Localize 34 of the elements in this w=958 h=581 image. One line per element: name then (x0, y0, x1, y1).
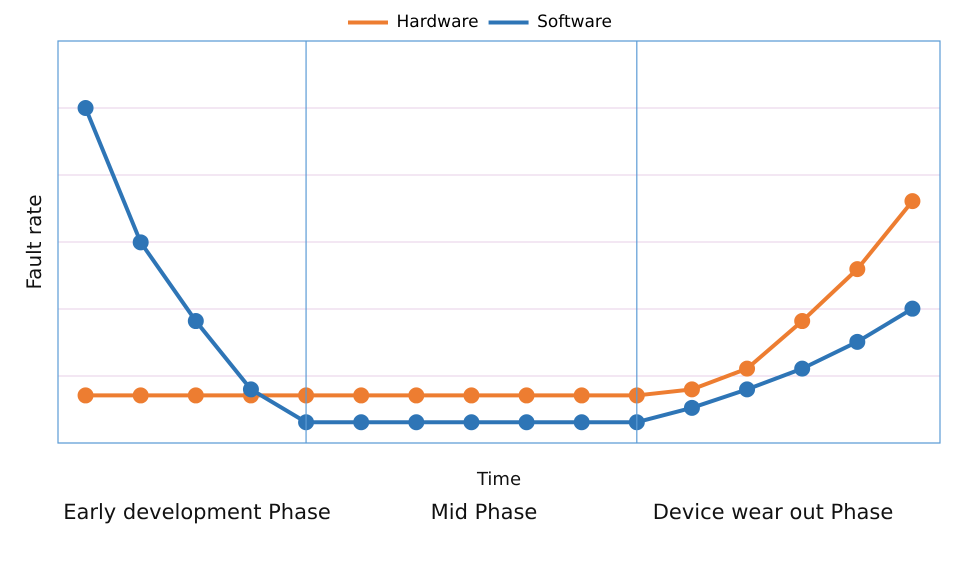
point (574, 387, 590, 404)
point (188, 313, 204, 330)
point (518, 414, 535, 430)
point (684, 400, 700, 416)
point (188, 387, 204, 404)
point (849, 334, 866, 350)
point (353, 414, 370, 430)
y-axis-title: Fault rate (22, 194, 46, 290)
legend-label: Hardware (396, 12, 479, 32)
x-axis-title: Time (476, 468, 522, 490)
point (242, 381, 259, 398)
legend-label: Software (537, 12, 612, 32)
point (739, 381, 756, 398)
point (463, 387, 480, 404)
point (518, 387, 535, 404)
point (463, 414, 480, 430)
text: Mid Phase (430, 500, 538, 524)
point (408, 387, 424, 404)
text: Device wear out Phase (652, 500, 894, 524)
point (739, 360, 756, 377)
text: Early development Phase (63, 500, 331, 524)
point (904, 193, 920, 210)
point (132, 234, 149, 250)
point (132, 387, 149, 404)
point (904, 300, 920, 317)
point (849, 261, 866, 278)
point (574, 414, 590, 430)
point (794, 313, 810, 330)
point (353, 387, 370, 404)
point (78, 100, 94, 116)
point (408, 414, 424, 430)
point (684, 381, 700, 398)
point (794, 360, 810, 377)
point (78, 387, 94, 404)
